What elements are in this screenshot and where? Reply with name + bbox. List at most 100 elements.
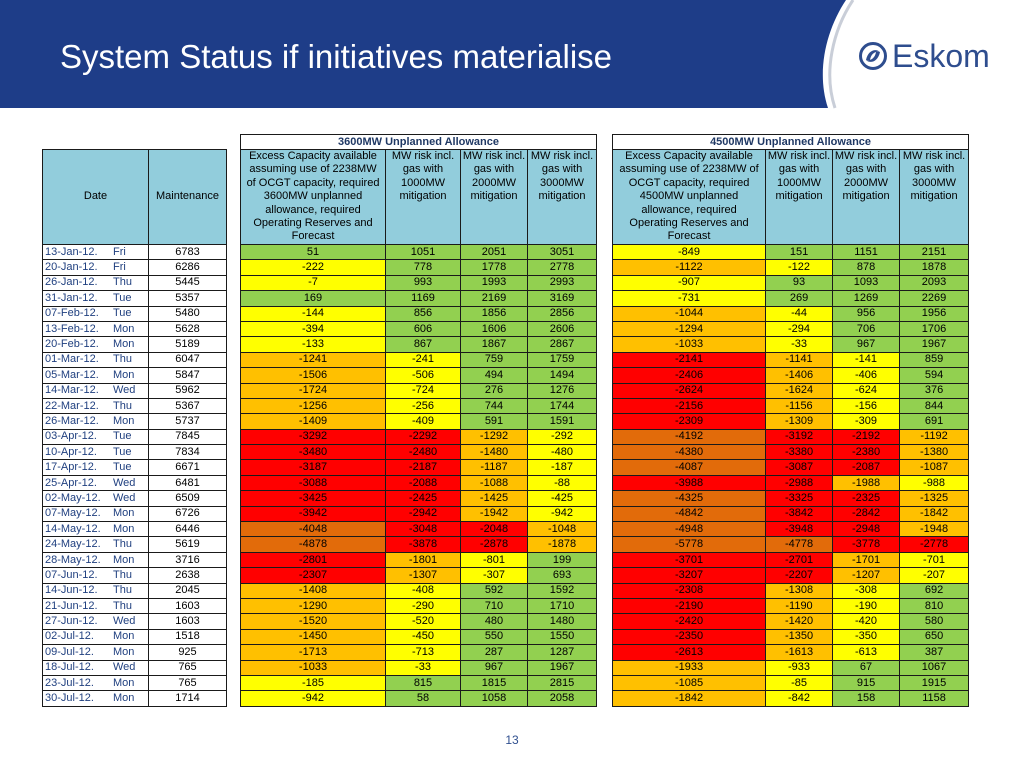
date-text: 21-Jun-12. xyxy=(45,599,98,612)
column-gap xyxy=(227,629,241,644)
column-gap xyxy=(597,337,613,352)
risk-1000mw-4500-cell: -1624 xyxy=(765,382,834,399)
excess-capacity-4500-cell: -2308 xyxy=(612,582,767,599)
excess-capacity-3600-cell: -1724 xyxy=(240,382,386,399)
risk-2000mw-3600-cell: 1606 xyxy=(460,320,528,338)
risk-2000mw-3600-cell: 1856 xyxy=(460,305,528,322)
weekday-text: Wed xyxy=(113,476,136,489)
risk-3000mw-4500-cell: -2778 xyxy=(899,536,970,553)
weekday-text: Mon xyxy=(113,414,135,427)
risk-3000mw-3600-cell: -1048 xyxy=(526,521,598,538)
risk-1000mw-4500-cell: -1309 xyxy=(765,413,834,430)
risk-3000mw-3600-cell: 2606 xyxy=(526,320,598,338)
column-gap xyxy=(227,150,241,245)
excess-capacity-3600-cell: -1241 xyxy=(240,351,386,369)
table-row: 30-Jul-12. Mon 1714 -942 58 1058 2058 -1842 -842… xyxy=(42,690,970,707)
maintenance-cell: 6783 xyxy=(148,243,227,261)
date-text: 10-Apr-12. xyxy=(45,445,97,458)
column-gap xyxy=(227,660,241,675)
date-text: 23-Jul-12. xyxy=(45,676,94,689)
risk-2000mw-3600-cell: 287 xyxy=(460,644,528,661)
excess-capacity-3600-cell: -1290 xyxy=(240,597,386,615)
maintenance-cell: 6446 xyxy=(148,521,227,538)
maintenance-cell: 7834 xyxy=(148,444,227,461)
risk-3000mw-3600-cell: 1591 xyxy=(526,413,598,430)
excess-capacity-3600-cell: -3942 xyxy=(240,505,386,523)
date-text: 20-Feb-12. xyxy=(45,338,99,351)
risk-2000mw-3600-cell: -2878 xyxy=(460,536,528,553)
date-cell: 13-Feb-12. Mon xyxy=(42,320,149,338)
weekday-text: Mon xyxy=(113,645,135,658)
risk-1000mw-3600-cell: -724 xyxy=(385,382,461,399)
column-gap xyxy=(227,691,241,706)
column-gap xyxy=(597,660,613,675)
column-gap xyxy=(227,275,241,290)
date-text: 27-Jun-12. xyxy=(45,615,98,628)
date-text: 14-Jun-12. xyxy=(45,584,98,597)
excess-capacity-3600-cell: -1450 xyxy=(240,628,386,646)
risk-3000mw-3600-cell: -480 xyxy=(526,444,598,461)
risk-1000mw-3600-cell: 58 xyxy=(385,690,461,707)
excess-capacity-3600-cell: -1506 xyxy=(240,367,386,384)
maintenance-cell: 5367 xyxy=(148,397,227,415)
risk-1000mw-3600-cell: -450 xyxy=(385,628,461,646)
maintenance-cell: 5619 xyxy=(148,536,227,553)
risk-3000mw-3600-cell: 1759 xyxy=(526,351,598,369)
risk-3000mw-4500-cell: -1842 xyxy=(899,505,970,523)
excess-capacity-3600-cell: -3480 xyxy=(240,444,386,461)
table-row: 26-Jan-12. Thu 5445 -7 993 1993 2993 -907 93 1093… xyxy=(42,274,970,292)
excess-capacity-3600-cell: -4878 xyxy=(240,536,386,553)
table-row: 07-May-12. Mon 6726 -3942 -2942 -1942 -942 -484… xyxy=(42,505,970,523)
weekday-text: Tue xyxy=(113,430,132,443)
risk-2000mw-4500-cell: -2192 xyxy=(832,428,901,446)
table-row: 17-Apr-12. Tue 6671 -3187 -2187 -1187 -187 -408… xyxy=(42,459,970,476)
risk-1000mw-3600-cell: -33 xyxy=(385,659,461,676)
date-text: 09-Jul-12. xyxy=(45,645,94,658)
column-gap xyxy=(227,537,241,552)
weekday-text: Mon xyxy=(113,676,135,689)
empty-corner-cell xyxy=(149,135,227,150)
risk-1000mw-3600-cell: 1169 xyxy=(385,290,461,307)
risk-3000mw-3600-cell: -942 xyxy=(526,505,598,523)
table-row: 05-Mar-12. Mon 5847 -1506 -506 494 1494 -2406 -1… xyxy=(42,367,970,384)
column-gap xyxy=(597,614,613,629)
maintenance-cell: 765 xyxy=(148,674,227,692)
column-gap xyxy=(227,245,241,260)
column-gap xyxy=(227,552,241,567)
risk-3000mw-3600-cell: 2867 xyxy=(526,336,598,353)
excess-capacity-4500-cell: -3207 xyxy=(612,567,767,584)
risk-3000mw-4500-cell: 859 xyxy=(899,351,970,369)
risk-2000mw-4500-cell: -308 xyxy=(832,582,901,599)
table-row: 14-Mar-12. Wed 5962 -1724 -724 276 1276 -2624 -1… xyxy=(42,382,970,399)
risk-3000mw-4500-cell: 691 xyxy=(899,413,970,430)
risk-3000mw-3600-cell: 2778 xyxy=(526,259,598,276)
risk-2000mw-3600-cell: 1058 xyxy=(460,690,528,707)
risk-3000mw-3600-cell: 1550 xyxy=(526,628,598,646)
risk-1000mw-3600-cell: -409 xyxy=(385,413,461,430)
risk-1000mw-3600-cell: 606 xyxy=(385,320,461,338)
weekday-text: Mon xyxy=(113,322,135,335)
excess-capacity-3600-cell: -942 xyxy=(240,690,386,707)
column-gap xyxy=(597,429,613,444)
column-gap xyxy=(597,260,613,275)
date-cell: 21-Jun-12. Thu xyxy=(42,597,149,615)
maintenance-cell: 6481 xyxy=(148,474,227,492)
weekday-text: Mon xyxy=(113,338,135,351)
date-text: 14-Mar-12. xyxy=(45,384,99,397)
risk-1000mw-4500-cell: -1190 xyxy=(765,597,834,615)
risk-1000mw-4500-cell: -1350 xyxy=(765,628,834,646)
risk-2000mw-3600-cell: 1993 xyxy=(460,274,528,292)
weekday-text: Tue xyxy=(113,461,132,474)
column-gap xyxy=(597,475,613,490)
column-gap xyxy=(227,337,241,352)
date-cell: 01-Mar-12. Thu xyxy=(42,351,149,369)
date-text: 07-Jun-12. xyxy=(45,568,98,581)
risk-2000mw-4500-cell: 967 xyxy=(832,336,901,353)
weekday-text: Tue xyxy=(113,445,132,458)
risk-3000mw-4500-cell: 2151 xyxy=(899,243,970,261)
table-row: 02-May-12. Wed 6509 -3425 -2425 -1425 -425 -432… xyxy=(42,490,970,507)
date-cell: 27-Jun-12. Wed xyxy=(42,613,149,630)
weekday-text: Mon xyxy=(113,507,135,520)
excess-capacity-3600-cell: -3292 xyxy=(240,428,386,446)
risk-3000mw-4500-cell: 376 xyxy=(899,382,970,399)
